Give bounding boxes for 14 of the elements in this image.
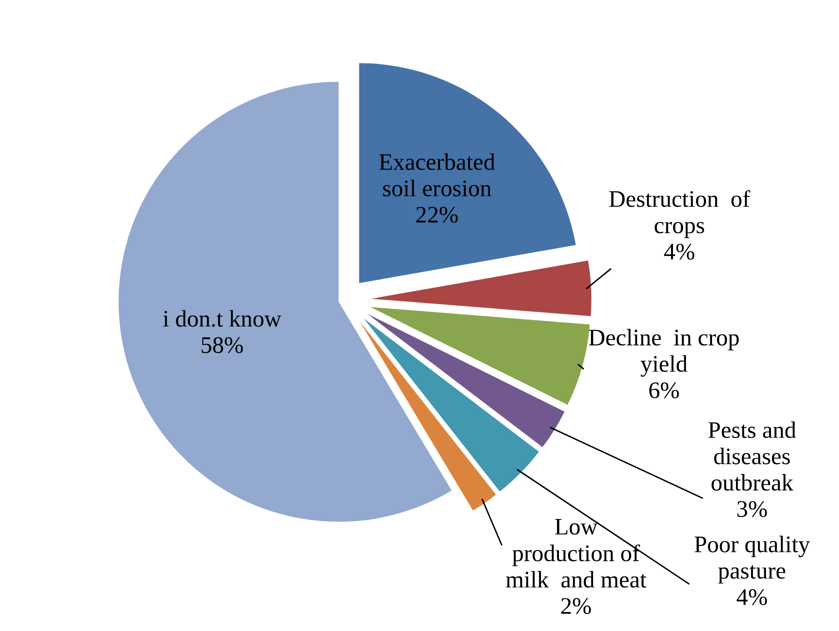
data-label: 22% — [416, 206, 458, 223]
slice-label: Destruction of crops — [609, 190, 750, 238]
slice-label: Exacerbated soil erosion — [379, 153, 495, 196]
data-label: 2% — [561, 598, 591, 614]
data-label: 6% — [649, 382, 679, 398]
data-label: 58% — [202, 337, 243, 354]
slice-label: Poor quality pasture — [694, 536, 810, 584]
slice-label: Low production of milk and meat — [506, 518, 646, 588]
data-label: 4% — [736, 589, 767, 606]
slice-label: Decline in crop yield — [588, 328, 739, 377]
data-label: 3% — [737, 501, 767, 518]
slice-label: Pests and diseases outbreak — [708, 421, 796, 491]
data-label: 4% — [664, 244, 694, 260]
slice-label: i don.t know — [163, 310, 282, 327]
